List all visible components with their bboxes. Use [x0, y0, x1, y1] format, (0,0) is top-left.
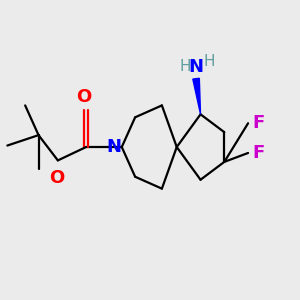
- Text: H: H: [179, 59, 190, 74]
- Text: F: F: [253, 114, 265, 132]
- Text: N: N: [189, 58, 204, 76]
- Text: O: O: [76, 88, 91, 106]
- Text: H: H: [204, 54, 215, 69]
- Polygon shape: [193, 78, 200, 114]
- Text: N: N: [106, 138, 121, 156]
- Text: F: F: [253, 144, 265, 162]
- Text: O: O: [49, 169, 64, 187]
